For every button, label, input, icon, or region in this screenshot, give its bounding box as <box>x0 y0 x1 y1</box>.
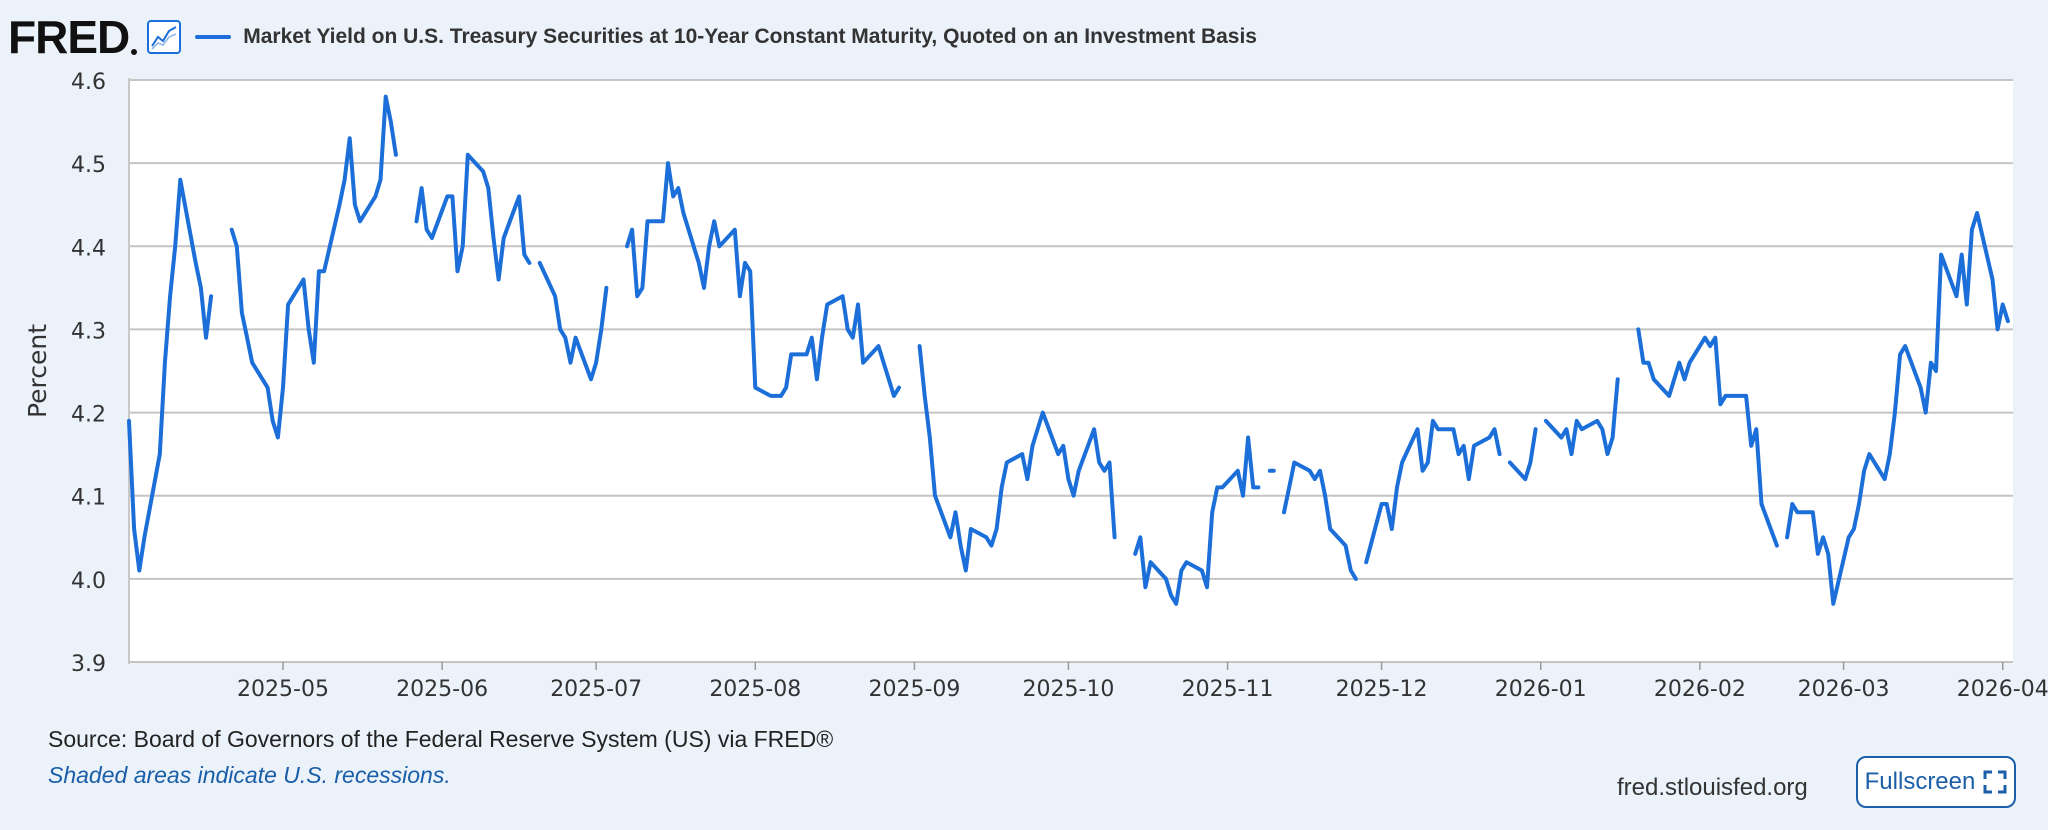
x-tick-label: 2025-07 <box>550 677 642 702</box>
expand-icon <box>1983 770 2007 794</box>
series-line-segment[interactable] <box>229 94 398 440</box>
site-link[interactable]: fred.stlouisfed.org <box>1617 774 1808 801</box>
y-tick-label: 4.4 <box>71 236 106 261</box>
legend-swatch <box>195 35 232 39</box>
series-line-segment[interactable] <box>1364 418 1502 565</box>
series-line-segment[interactable] <box>917 344 1117 573</box>
y-tick-label: 4.6 <box>71 70 106 95</box>
series-line-segment[interactable] <box>537 260 609 382</box>
x-tick-label: 2025-10 <box>1022 677 1114 702</box>
x-tick-label: 2026-03 <box>1798 677 1890 702</box>
series-line-segment[interactable] <box>414 152 532 282</box>
x-tick-label: 2026-02 <box>1654 677 1746 702</box>
series-line-segment[interactable] <box>1543 377 1620 457</box>
y-tick-label: 4.1 <box>71 486 106 511</box>
series-line-segment[interactable] <box>127 177 214 573</box>
fred-logo[interactable]: FRED <box>8 11 130 63</box>
x-tick-label: 2025-12 <box>1336 677 1428 702</box>
x-tick-label: 2025-08 <box>709 677 801 702</box>
x-tick-label: 2025-09 <box>868 677 960 702</box>
x-tick-label: 2025-11 <box>1182 677 1274 702</box>
y-axis-label: Percent <box>23 324 52 418</box>
x-tick-label: 2026-01 <box>1495 677 1587 702</box>
series-line-segment[interactable] <box>1282 460 1358 581</box>
series-line-segment[interactable] <box>1133 435 1261 606</box>
series-line-segment[interactable] <box>1636 327 1779 548</box>
series-line-segment[interactable] <box>1785 211 2010 606</box>
logo-dot <box>131 49 138 55</box>
series-line-segment[interactable] <box>625 161 901 398</box>
x-tick-label: 2025-05 <box>237 677 329 702</box>
series-title[interactable]: Market Yield on U.S. Treasury Securities… <box>243 25 1257 48</box>
x-tick-label: 2025-06 <box>396 677 488 702</box>
y-tick-label: 3.9 <box>71 652 106 677</box>
plot-area <box>129 80 2013 662</box>
fullscreen-button[interactable]: Fullscreen <box>1856 756 2016 808</box>
x-tick-label: 2026-04 <box>1957 677 2048 702</box>
line-chart[interactable]: 3.9 4.0 4.1 4.2 4.3 4.4 4.5 4.6 2025-05 2025-06 2… <box>0 0 2048 720</box>
y-tick-label: 4.5 <box>71 153 106 178</box>
series-line-segment[interactable] <box>1507 427 1538 482</box>
source-note: Source: Board of Governors of the Federa… <box>48 726 834 752</box>
recession-note[interactable]: Shaded areas indicate U.S. recessions. <box>48 762 451 788</box>
chart-header: FRED Market Yield on U.S. Treasury Secur… <box>8 14 1257 60</box>
line-graph-icon[interactable] <box>147 20 182 54</box>
y-tick-label: 4.3 <box>71 319 106 344</box>
y-tick-label: 4.0 <box>71 569 106 594</box>
fullscreen-label: Fullscreen <box>1864 768 1976 795</box>
y-tick-label: 4.2 <box>71 403 106 428</box>
